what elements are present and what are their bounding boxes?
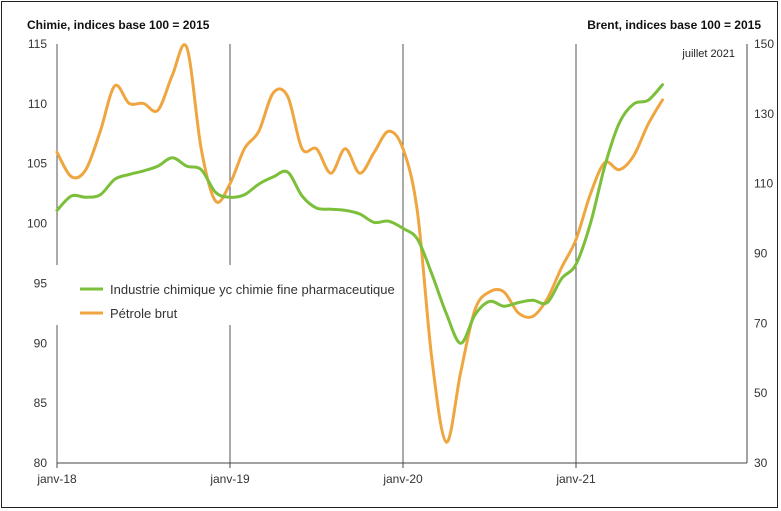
x-tick-label: janv-21 <box>555 472 596 486</box>
left-y-tick-label: 95 <box>34 276 48 290</box>
chemical-industry-line <box>55 83 664 345</box>
right-y-tick-label: 70 <box>754 316 768 330</box>
right-y-tick-label: 90 <box>754 247 768 261</box>
right-y-tick-label: 110 <box>754 177 773 191</box>
right-y-tick-label: 150 <box>754 37 774 51</box>
left-y-tick-label: 105 <box>27 157 47 171</box>
left-y-tick-label: 80 <box>34 456 48 470</box>
right-y-tick-label: 30 <box>754 456 768 470</box>
left-y-tick-label: 100 <box>27 217 47 231</box>
x-tick-label: janv-18 <box>36 472 77 486</box>
x-tick-label: janv-19 <box>209 472 250 486</box>
date-annotation: juillet 2021 <box>682 48 735 60</box>
crude-oil-line <box>55 43 664 444</box>
left-y-tick-label: 110 <box>28 97 47 111</box>
x-tick-label: janv-20 <box>382 472 423 486</box>
right-y-tick-label: 50 <box>754 386 768 400</box>
legend-label: Pétrole brut <box>110 306 178 321</box>
left-y-tick-label: 115 <box>28 37 47 51</box>
left-y-tick-label: 85 <box>34 396 48 410</box>
legend-label: Industrie chimique yc chimie fine pharma… <box>110 282 395 297</box>
right-axis-title: Brent, indices base 100 = 2015 <box>587 18 761 32</box>
right-y-tick-label: 130 <box>754 107 774 121</box>
left-y-tick-label: 90 <box>34 336 48 350</box>
left-axis-title: Chimie, indices base 100 = 2015 <box>27 18 210 32</box>
